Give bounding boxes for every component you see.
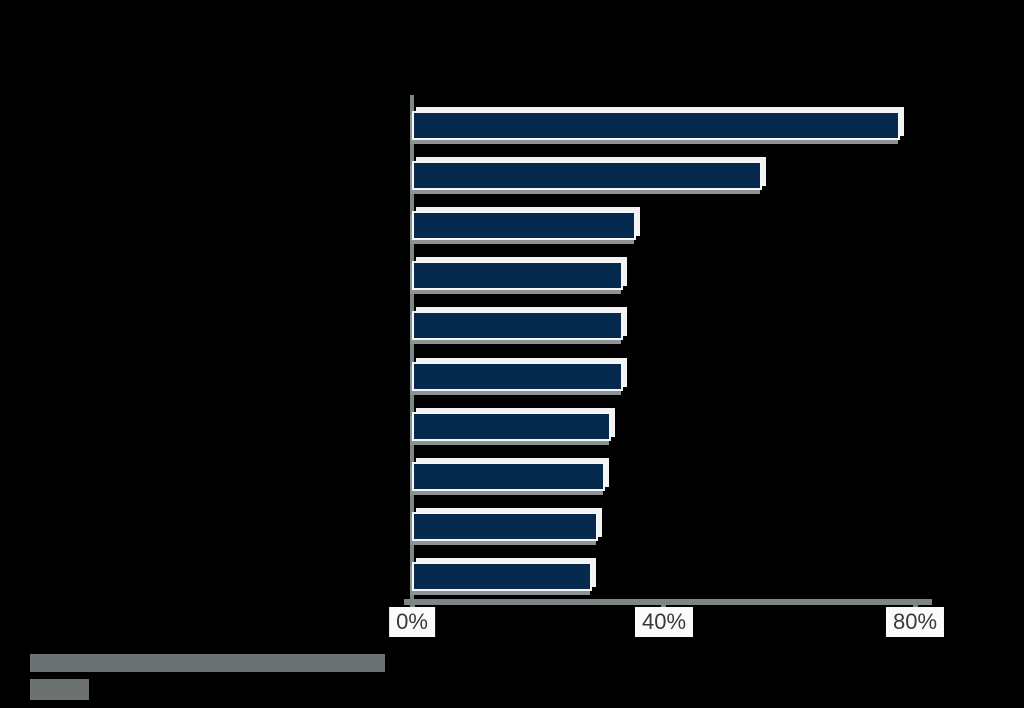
bar <box>412 311 623 340</box>
y-axis-line <box>410 95 414 605</box>
bar <box>412 261 623 290</box>
x-axis-line <box>404 599 932 605</box>
bar <box>412 111 900 140</box>
x-axis-tick-label: 80% <box>885 607 945 637</box>
x-axis-tick-label: 40% <box>634 607 694 637</box>
bar <box>412 462 605 491</box>
brand-text-block <box>30 679 89 700</box>
bar <box>412 512 598 541</box>
x-axis-tick-label: 0% <box>389 607 435 637</box>
bar <box>412 362 623 391</box>
bar <box>412 562 592 591</box>
source-text-block <box>30 654 385 672</box>
bar <box>412 211 636 240</box>
bar <box>412 412 611 441</box>
bar <box>412 161 762 190</box>
